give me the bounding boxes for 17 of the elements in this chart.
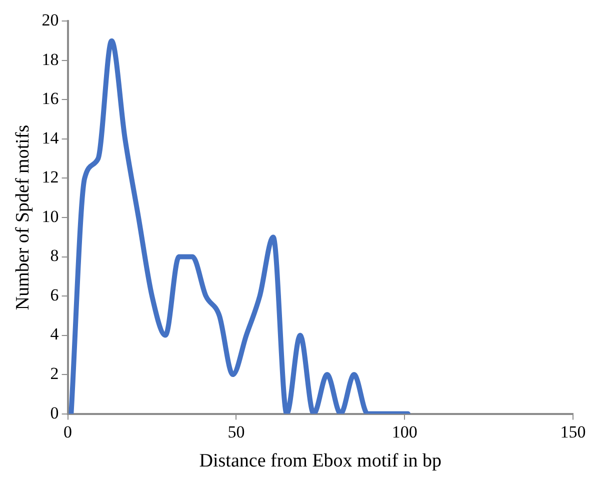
y-tick-label: 16 — [42, 89, 59, 108]
y-tick-label: 18 — [42, 50, 59, 69]
y-tick-label: 10 — [42, 206, 59, 226]
y-tick-label: 20 — [42, 10, 59, 30]
y-tick-label: 2 — [50, 364, 59, 384]
y-tick-label: 8 — [50, 246, 59, 266]
x-tick-label: 100 — [392, 422, 418, 442]
x-tick-label: 0 — [64, 422, 72, 442]
x-tick-label: 50 — [228, 422, 245, 442]
y-tick-label: 12 — [42, 168, 59, 187]
x-tick-label: 150 — [560, 422, 586, 442]
x-axis-title: Distance from Ebox motif in bp — [199, 450, 442, 472]
y-tick-label: 6 — [50, 285, 59, 304]
y-tick-label: 0 — [50, 403, 59, 422]
y-tick-label: 14 — [42, 128, 60, 148]
y-axis-title: Number of Spdef motifs — [12, 124, 34, 310]
y-tick-label: 4 — [50, 324, 60, 344]
